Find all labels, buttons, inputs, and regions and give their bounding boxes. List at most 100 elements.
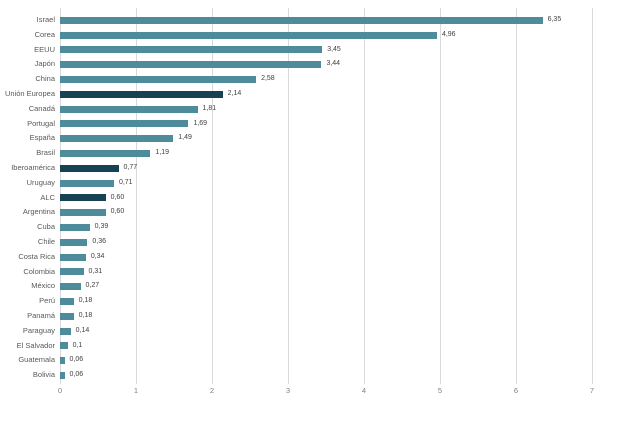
bar-row: Corea 4,96 xyxy=(0,28,626,43)
category-label: Paraguay xyxy=(22,325,55,335)
bar xyxy=(60,372,65,380)
bar xyxy=(60,76,257,84)
value-label: 2,58 xyxy=(261,75,275,83)
x-tick-label: 4 xyxy=(361,386,367,395)
category-label: Canadá xyxy=(28,103,55,113)
x-tick-label: 6 xyxy=(513,386,519,395)
category-label: Israel xyxy=(36,15,55,24)
bar-row: Unión Europea 2,14 xyxy=(0,87,626,102)
value-label: 0,36 xyxy=(92,237,106,245)
bar-row: Portugal 1,69 xyxy=(0,117,626,132)
value-label: 1,69 xyxy=(193,119,208,127)
x-tick-label: 7 xyxy=(589,386,595,395)
value-label: 0,60 xyxy=(110,208,125,216)
bar-row: Iberoamérica 0,77 xyxy=(0,161,626,176)
bar xyxy=(60,164,119,172)
bar-row: Japón 3,44 xyxy=(0,57,626,72)
value-label: 1,19 xyxy=(155,149,170,157)
value-label: 0,1 xyxy=(72,341,83,349)
value-label: 0,06 xyxy=(69,356,84,364)
value-label: 3,44 xyxy=(326,60,341,68)
gridline xyxy=(363,8,365,384)
bar xyxy=(60,120,189,128)
gridline xyxy=(135,8,137,384)
category-label: Colombia xyxy=(23,266,55,276)
bar-row: Cuba 0,39 xyxy=(0,220,626,235)
value-label: 0,60 xyxy=(110,193,125,201)
x-tick-label: 5 xyxy=(437,386,443,395)
bar xyxy=(60,342,68,350)
category-label: Guatemala xyxy=(18,355,55,365)
bar xyxy=(60,150,151,158)
x-tick-label: 3 xyxy=(285,386,291,395)
bar xyxy=(60,224,90,232)
bar-row: Brasil 1,19 xyxy=(0,146,626,161)
value-label: 0,18 xyxy=(78,297,93,305)
bar xyxy=(60,209,106,217)
bar xyxy=(60,357,65,365)
category-label: Iberoamérica xyxy=(11,162,55,172)
bar xyxy=(60,268,84,276)
bars-layer: Israel 6,35 Corea 4,96 EEUU 3,45 Japón 3,44 Chin… xyxy=(0,13,626,383)
bar xyxy=(60,283,81,291)
bar xyxy=(60,31,437,39)
bar-row: Paraguay 0,14 xyxy=(0,324,626,339)
bar xyxy=(60,61,322,69)
x-tick-label: 2 xyxy=(209,386,215,395)
bar-row: Costa Rica 0,34 xyxy=(0,250,626,265)
value-label: 1,49 xyxy=(178,134,192,142)
bar-row: Uruguay 0,71 xyxy=(0,176,626,191)
bar-row: Canadá 1,81 xyxy=(0,102,626,117)
bar xyxy=(60,90,223,98)
bar-row: Israel 6,35 xyxy=(0,13,626,28)
x-tick-label: 0 xyxy=(57,386,63,395)
gridline xyxy=(439,8,441,384)
bar xyxy=(60,238,88,246)
value-label: 4,96 xyxy=(441,30,456,38)
category-label: España xyxy=(29,133,55,143)
bar xyxy=(60,253,86,261)
category-label: Corea xyxy=(34,29,55,39)
category-label: Argentina xyxy=(22,207,55,217)
category-label: Costa Rica xyxy=(18,251,55,261)
bar-row: España 1,49 xyxy=(0,131,626,146)
value-label: 6,35 xyxy=(547,16,562,23)
category-label: Perú xyxy=(39,296,55,306)
bar-row: Argentina 0,60 xyxy=(0,205,626,220)
bar-row: ALC 0,60 xyxy=(0,191,626,206)
value-label: 0,71 xyxy=(118,178,133,186)
value-label: 0,77 xyxy=(123,163,138,171)
value-label: 0,34 xyxy=(90,252,105,260)
gridline xyxy=(591,8,593,384)
bar-row: El Salvador 0,1 xyxy=(0,339,626,354)
bar xyxy=(60,16,543,24)
bar-row: Panamá 0,18 xyxy=(0,309,626,324)
value-label: 0,27 xyxy=(85,282,100,290)
bar xyxy=(60,194,106,202)
category-label: Unión Europea xyxy=(4,88,55,98)
bar-row: México 0,27 xyxy=(0,279,626,294)
bar xyxy=(60,327,71,335)
bar-row: Bolivia 0,06 xyxy=(0,368,626,383)
value-label: 0,39 xyxy=(94,223,109,231)
x-tick-label: 1 xyxy=(133,386,139,395)
value-label: 0,06 xyxy=(69,371,84,379)
bar xyxy=(60,46,323,54)
value-label: 0,31 xyxy=(88,267,103,275)
category-label: EEUU xyxy=(34,44,55,54)
bar-row: Chile 0,36 xyxy=(0,235,626,250)
category-label: China xyxy=(35,74,55,84)
bar xyxy=(60,105,198,113)
category-label: Cuba xyxy=(37,222,55,232)
bar-row: EEUU 3,45 xyxy=(0,43,626,58)
gridline xyxy=(211,8,213,384)
bar xyxy=(60,135,174,143)
category-label: Chile xyxy=(37,236,55,246)
gridline xyxy=(287,8,289,384)
category-label: Japón xyxy=(34,59,55,69)
gridline xyxy=(515,8,517,384)
bar xyxy=(60,312,74,320)
bar-row: China 2,58 xyxy=(0,72,626,87)
category-label: El Salvador xyxy=(16,340,55,350)
